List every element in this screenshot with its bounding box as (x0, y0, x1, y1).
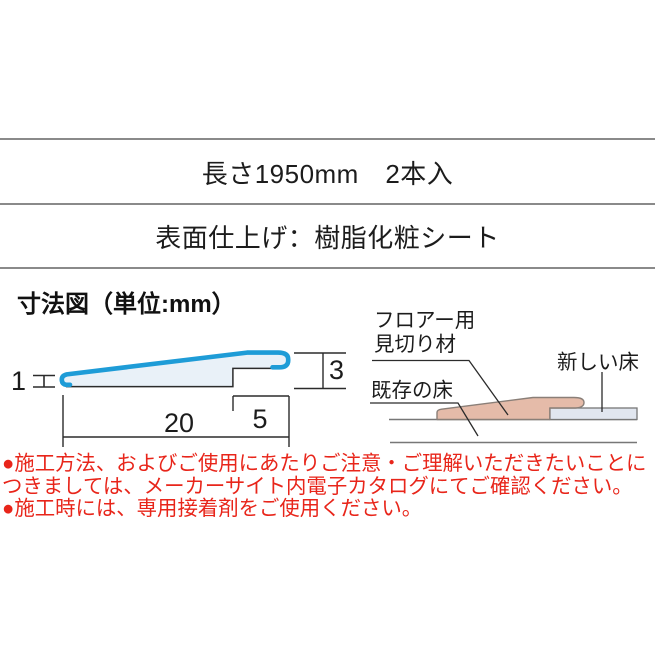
note-line-2: つきましては、メーカーサイト内電子カタログにてご確認ください。 (2, 475, 633, 498)
trim-label-leader (372, 359, 509, 416)
dimension-notch-width (232, 395, 289, 411)
dimension-section-title: 寸法図（単位:mm） (17, 291, 236, 318)
dimension-value-5: 5 (252, 404, 267, 434)
profile-bottom-edge (66, 367, 272, 388)
label-existing-floor: 既存の床 (371, 379, 453, 402)
note-line-1: ●施工方法、およびご使用にあたりご注意・ご理解いただきたいことに (2, 453, 647, 475)
spec-row-finish: 表面仕上げ：樹脂化粧シート (0, 206, 655, 266)
divider-middle (0, 203, 655, 205)
dimension-right-thickness (294, 352, 346, 390)
installation-illustration: フロアー用 見切り材 新しい床 既存の床 (370, 309, 639, 444)
spec-length-text: 長さ1950mm 2本入 (201, 158, 454, 189)
floor-trim-piece (436, 396, 585, 421)
label-new-floor: 新しい床 (557, 351, 639, 374)
existing-floor-label-leader (370, 402, 479, 437)
dimension-value-1: 1 (11, 366, 26, 396)
note-line-3: ●施工時には、専用接着剤をご使用ください。 (2, 498, 423, 521)
new-floor-board (549, 407, 638, 421)
spec-finish-text: 表面仕上げ：樹脂化粧シート (155, 222, 500, 253)
dimension-left-thickness (33, 374, 55, 388)
dimension-value-20: 20 (164, 408, 194, 438)
dimension-value-3: 3 (329, 355, 344, 385)
label-trim-line2: 見切り材 (374, 333, 456, 356)
spec-row-length: 長さ1950mm 2本入 (0, 142, 655, 202)
caution-notes: ●施工方法、およびご使用にあたりご注意・ご理解いただきたいことに つきましては、… (2, 453, 655, 521)
profile-surface-sheet (59, 350, 291, 388)
dimension-total-width (62, 395, 290, 447)
profile-cross-section: 1 3 20 5 (11, 350, 346, 447)
divider-bottom (0, 267, 655, 269)
divider-top (0, 138, 655, 140)
label-trim-line1: フロアー用 (374, 309, 475, 332)
